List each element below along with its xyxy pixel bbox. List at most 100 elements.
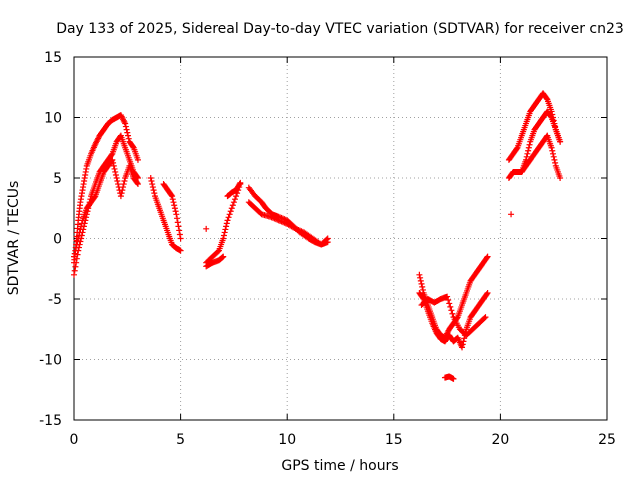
x-tick-label: 25: [598, 432, 616, 448]
data-point: [525, 147, 532, 154]
data-point: [176, 231, 183, 238]
y-tick-label: 5: [53, 171, 62, 187]
data-point: [525, 144, 532, 151]
data-point: [547, 113, 554, 120]
data-point: [237, 179, 244, 186]
data-point: [203, 225, 210, 232]
series-arc-14: [418, 293, 489, 339]
data-point: [419, 286, 426, 293]
data-point: [76, 229, 83, 236]
data-point: [122, 120, 129, 127]
data-point: [417, 277, 424, 284]
data-point: [175, 223, 182, 230]
data-point: [174, 219, 181, 226]
series-arc-19: [508, 211, 515, 218]
x-tick-label: 10: [278, 432, 296, 448]
data-point: [170, 199, 177, 206]
x-tick-label: 15: [385, 432, 403, 448]
data-point: [108, 151, 115, 158]
data-point: [111, 165, 118, 172]
data-point: [134, 181, 141, 188]
y-tick-label: 10: [44, 111, 62, 127]
data-point: [481, 315, 488, 322]
data-point: [110, 159, 117, 166]
data-point: [549, 147, 556, 154]
series-arc-9: [224, 179, 244, 200]
data-point: [112, 171, 119, 178]
data-point: [120, 184, 127, 191]
data-point: [134, 156, 141, 163]
data-point: [557, 175, 564, 181]
data-point: [230, 199, 237, 206]
data-point: [74, 238, 81, 245]
data-point: [174, 215, 181, 222]
data-point: [148, 178, 155, 185]
data-point: [125, 135, 132, 142]
data-point: [548, 144, 555, 151]
data-point: [109, 156, 116, 163]
data-point: [460, 338, 467, 345]
data-point: [447, 303, 454, 310]
x-tick-label: 5: [176, 432, 185, 448]
data-point: [171, 202, 178, 209]
data-point: [117, 193, 124, 200]
series-arc-7: [203, 253, 227, 270]
series-arc-2: [71, 132, 141, 278]
data-point: [526, 141, 533, 148]
data-point: [73, 259, 80, 266]
data-point: [461, 335, 468, 342]
y-tick-label: -15: [39, 413, 62, 429]
data-point: [324, 239, 331, 246]
data-point: [418, 280, 425, 287]
data-point: [151, 190, 158, 197]
series-arc-3: [71, 156, 141, 260]
data-point: [484, 289, 491, 296]
data-point: [223, 220, 230, 227]
data-point: [227, 208, 234, 215]
data-point: [220, 235, 227, 242]
data-point: [134, 180, 141, 187]
data-point: [75, 235, 82, 242]
data-point: [91, 194, 98, 201]
data-point: [543, 95, 550, 102]
data-point: [71, 271, 77, 278]
data-point: [444, 293, 451, 300]
data-point: [168, 192, 175, 199]
data-point: [450, 375, 457, 382]
x-axis-label: GPS time / hours: [281, 458, 398, 474]
data-point: [484, 253, 491, 260]
series-arc-4: [147, 175, 184, 254]
data-point: [225, 214, 232, 221]
data-point: [419, 294, 426, 301]
data-point: [214, 248, 221, 255]
chart-title: Day 133 of 2025, Sidereal Day-to-day VTE…: [56, 21, 624, 37]
data-point: [233, 193, 240, 200]
data-point: [459, 344, 466, 351]
data-point: [552, 159, 559, 166]
data-point: [119, 187, 126, 194]
data-point: [417, 274, 424, 281]
data-point: [224, 217, 231, 224]
data-point: [416, 271, 423, 278]
data-point: [483, 254, 490, 261]
data-point: [482, 314, 489, 321]
y-tick-label: 0: [53, 232, 62, 248]
data-point: [122, 123, 129, 130]
data-point: [78, 220, 85, 227]
data-point: [172, 208, 179, 215]
data-point: [222, 226, 229, 233]
series-arc-8: [203, 225, 210, 232]
data-point: [551, 156, 558, 163]
data-point: [550, 153, 557, 160]
y-tick-label: 15: [44, 50, 62, 66]
data-point: [177, 247, 184, 254]
x-tick-label: 0: [70, 432, 79, 448]
data-point: [124, 129, 131, 136]
data-point: [176, 227, 183, 234]
data-point: [508, 211, 515, 218]
data-point: [113, 175, 120, 181]
data-point: [449, 310, 456, 317]
data-point: [523, 153, 530, 160]
data-point: [71, 267, 78, 274]
